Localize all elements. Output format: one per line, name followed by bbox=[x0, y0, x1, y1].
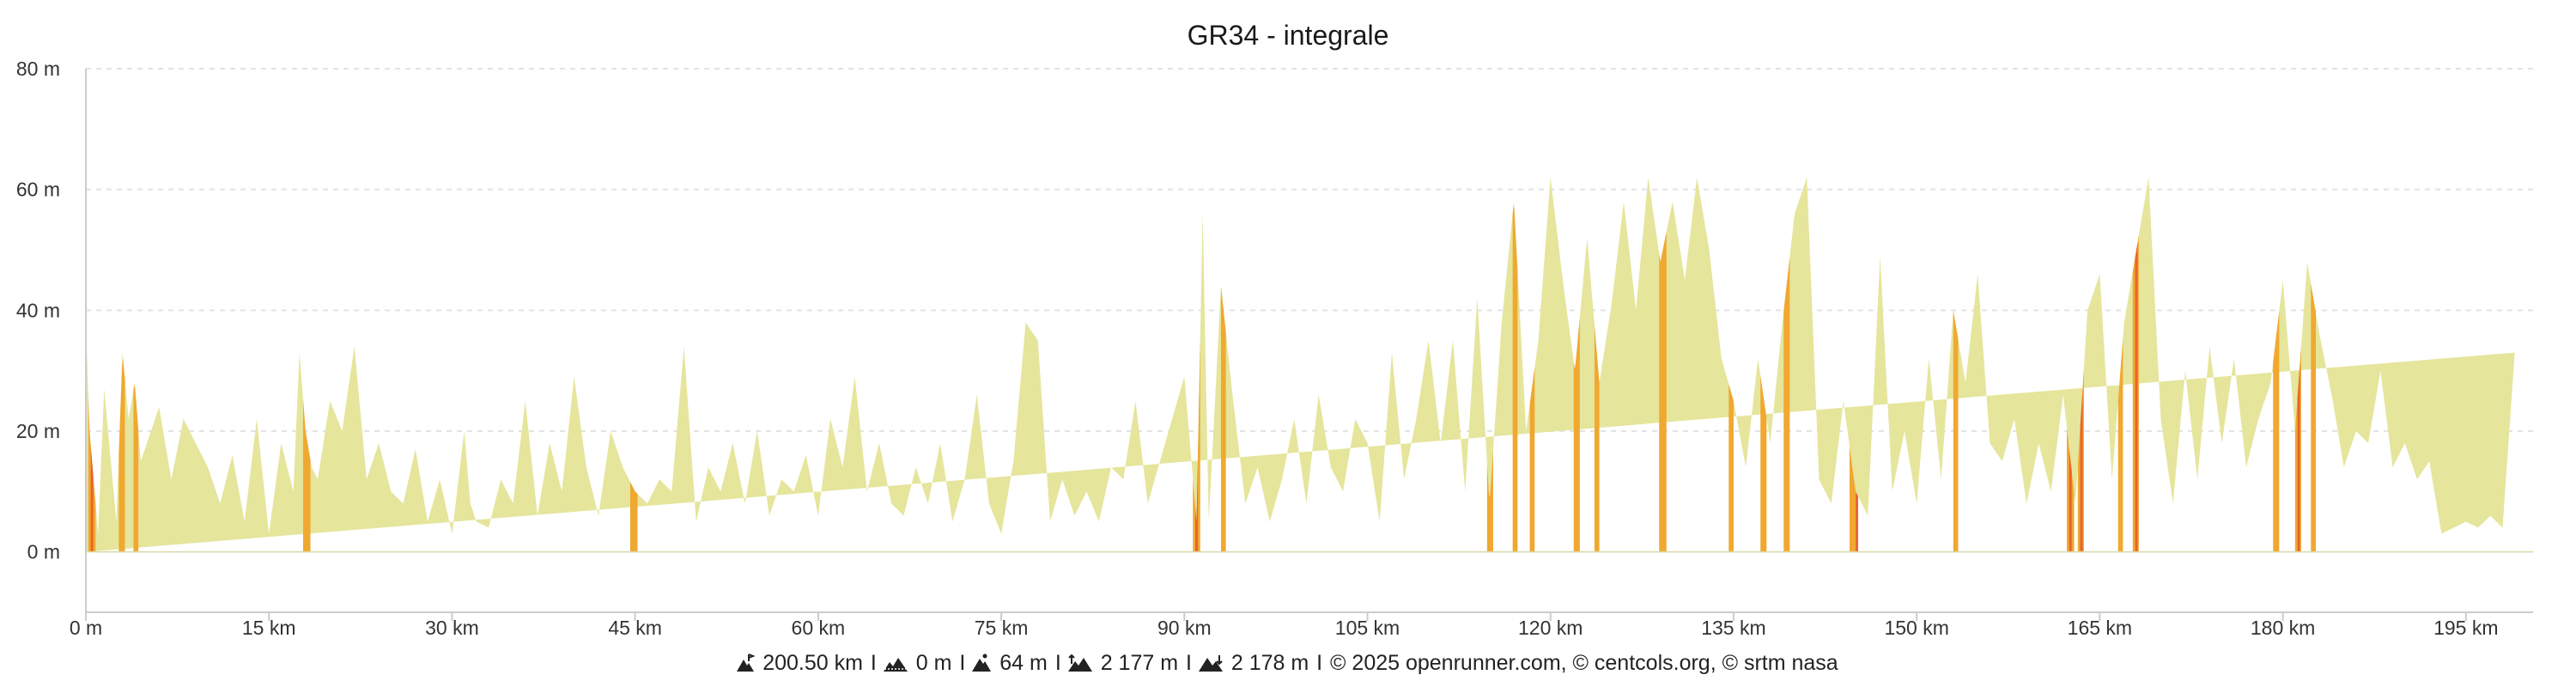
steep-segment bbox=[2273, 311, 2280, 552]
elevation-area bbox=[86, 177, 2515, 552]
elevation-gain-icon bbox=[1067, 654, 1093, 678]
steep-segments bbox=[88, 205, 2316, 552]
x-tick-label: 15 km bbox=[242, 617, 296, 639]
steep-segment bbox=[1659, 231, 1667, 552]
distance-value: 200.50 km bbox=[762, 651, 863, 675]
axes bbox=[85, 69, 2533, 613]
chart-title: GR34 - integrale bbox=[1188, 20, 1389, 51]
route-stats-footer: 200.50 km I 0 m I 64 m I 2 177 m I 2 178… bbox=[0, 651, 2576, 678]
very-steep-segment bbox=[1195, 459, 1198, 552]
elevation-loss-icon bbox=[1198, 654, 1224, 678]
min-altitude-icon bbox=[883, 654, 908, 678]
x-tick-label: 135 km bbox=[1701, 617, 1765, 639]
y-axis-ticks: 0 m 20 m 40 m 60 m 80 m bbox=[16, 58, 60, 563]
x-tick-label: 120 km bbox=[1518, 617, 1583, 639]
steep-segment bbox=[1486, 449, 1493, 552]
steep-segment bbox=[1594, 325, 1600, 552]
min-altitude-value: 0 m bbox=[915, 651, 952, 675]
steep-segment bbox=[1849, 446, 1856, 552]
x-tick-label: 150 km bbox=[1884, 617, 1948, 639]
x-axis-ticks: 0 m 15 km 30 km 45 km 60 km 75 km 90 km 105 km 1… bbox=[70, 612, 2499, 639]
x-tick-label: 30 km bbox=[425, 617, 479, 639]
x-tick-label: 195 km bbox=[2433, 617, 2498, 639]
steep-segment bbox=[1728, 384, 1734, 552]
very-steep-segment bbox=[2069, 449, 2072, 552]
steep-segment bbox=[1760, 375, 1767, 552]
x-tick-label: 165 km bbox=[2068, 617, 2132, 639]
y-tick-label: 60 m bbox=[16, 179, 60, 201]
x-tick-label: 45 km bbox=[608, 617, 662, 639]
steep-segment bbox=[303, 399, 311, 552]
max-altitude-value: 64 m bbox=[999, 651, 1048, 675]
y-tick-label: 20 m bbox=[16, 420, 60, 442]
x-tick-label: 0 m bbox=[70, 617, 102, 639]
steep-segment bbox=[1512, 205, 1518, 552]
steep-segment bbox=[2311, 283, 2316, 552]
steep-segment bbox=[1193, 337, 1200, 552]
max-altitude-icon bbox=[971, 654, 992, 678]
very-steep-segment bbox=[1856, 491, 1858, 552]
x-tick-label: 60 km bbox=[792, 617, 846, 639]
steep-segment bbox=[1529, 368, 1535, 552]
steep-segment bbox=[133, 385, 139, 552]
y-tick-label: 40 m bbox=[16, 299, 60, 321]
elevation-gain-value: 2 177 m bbox=[1100, 651, 1179, 675]
credits: © 2025 openrunner.com, © centcols.org, ©… bbox=[1330, 651, 1838, 675]
x-tick-label: 180 km bbox=[2251, 617, 2315, 639]
very-steep-segment bbox=[2080, 387, 2083, 552]
very-steep-segment bbox=[90, 446, 94, 552]
steep-segment bbox=[118, 356, 125, 552]
elevation-area-series bbox=[86, 177, 2515, 552]
very-steep-segment bbox=[2297, 363, 2300, 552]
y-tick-label: 0 m bbox=[27, 541, 60, 563]
y-tick-label: 80 m bbox=[16, 58, 60, 80]
very-steep-segment bbox=[2135, 242, 2138, 552]
x-tick-label: 105 km bbox=[1335, 617, 1400, 639]
elevation-loss-value: 2 178 m bbox=[1230, 651, 1309, 675]
x-tick-label: 90 km bbox=[1157, 617, 1212, 639]
steep-segment bbox=[1953, 310, 1959, 552]
steep-segment bbox=[2117, 337, 2123, 552]
steep-segment bbox=[1573, 317, 1580, 552]
steep-segment bbox=[1220, 286, 1226, 552]
steep-segment bbox=[1783, 257, 1790, 552]
grid-lines bbox=[86, 68, 2533, 432]
x-tick-label: 75 km bbox=[975, 617, 1029, 639]
distance-icon bbox=[736, 654, 756, 678]
steep-segment bbox=[629, 482, 638, 552]
